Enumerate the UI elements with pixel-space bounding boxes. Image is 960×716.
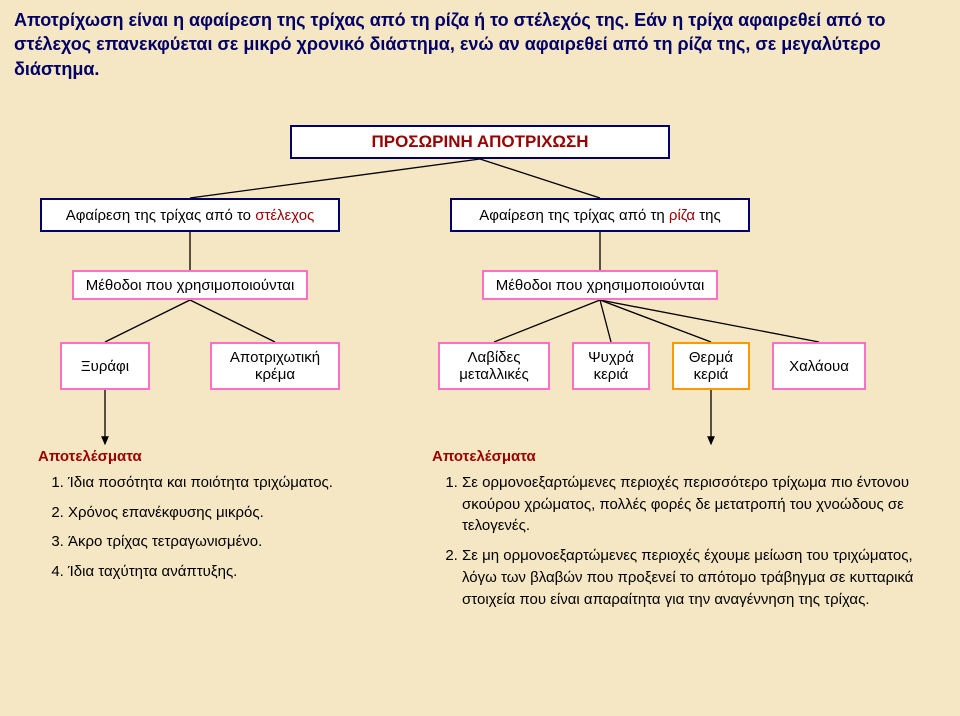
leaf-cream: Αποτριχωτικήκρέμα xyxy=(210,342,340,390)
branch-stem-text: Αφαίρεση της τρίχας από το στέλεχος xyxy=(66,207,315,224)
leaf-hot-text: Θερμάκεριά xyxy=(689,349,733,383)
leaf-tweezers: Λαβίδεςμεταλλικές xyxy=(438,342,550,390)
root-label: ΠΡΟΣΩΡΙΝΗ ΑΠΟΤΡΙΧΩΣΗ xyxy=(371,132,588,152)
leaf-halawa: Χαλάουα xyxy=(772,342,866,390)
results-right-heading: Αποτελέσματα xyxy=(432,446,932,468)
results-right: Αποτελέσματα Σε ορμονοεξαρτώμενες περιοχ… xyxy=(432,446,932,618)
root-node: ΠΡΟΣΩΡΙΝΗ ΑΠΟΤΡΙΧΩΣΗ xyxy=(290,125,670,159)
results-left-heading: Αποτελέσματα xyxy=(38,446,373,468)
leaf-razor: Ξυράφι xyxy=(60,342,150,390)
methods-right: Μέθοδοι που χρησιμοποιούνται xyxy=(482,270,718,300)
list-item: Σε ορμονοεξαρτώμενες περιοχές περισσότερ… xyxy=(462,472,932,537)
leaf-cream-text: Αποτριχωτικήκρέμα xyxy=(230,349,320,383)
methods-left: Μέθοδοι που χρησιμοποιούνται xyxy=(72,270,308,300)
intro-paragraph: Αποτρίχωση είναι η αφαίρεση της τρίχας α… xyxy=(14,8,946,81)
branch-stem: Αφαίρεση της τρίχας από το στέλεχος xyxy=(40,198,340,232)
leaf-cold-wax: Ψυχράκεριά xyxy=(572,342,650,390)
results-right-list: Σε ορμονοεξαρτώμενες περιοχές περισσότερ… xyxy=(432,472,932,611)
branch-root-text: Αφαίρεση της τρίχας από τη ρίζα της xyxy=(479,207,721,224)
leaf-hot-wax: Θερμάκεριά xyxy=(672,342,750,390)
branch-root: Αφαίρεση της τρίχας από τη ρίζα της xyxy=(450,198,750,232)
list-item: Ίδια ποσότητα και ποιότητα τριχώματος. xyxy=(68,472,373,494)
list-item: Σε μη ορμονοεξαρτώμενες περιοχές έχουμε … xyxy=(462,545,932,610)
list-item: Ίδια ταχύτητα ανάπτυξης. xyxy=(68,561,373,583)
leaf-tweezers-text: Λαβίδεςμεταλλικές xyxy=(459,349,528,383)
leaf-cold-text: Ψυχράκεριά xyxy=(588,349,634,383)
list-item: Χρόνος επανέκφυσης μικρός. xyxy=(68,502,373,524)
results-left-list: Ίδια ποσότητα και ποιότητα τριχώματος. Χρ… xyxy=(38,472,373,583)
list-item: Άκρο τρίχας τετραγωνισμένο. xyxy=(68,531,373,553)
results-left: Αποτελέσματα Ίδια ποσότητα και ποιότητα … xyxy=(38,446,373,591)
